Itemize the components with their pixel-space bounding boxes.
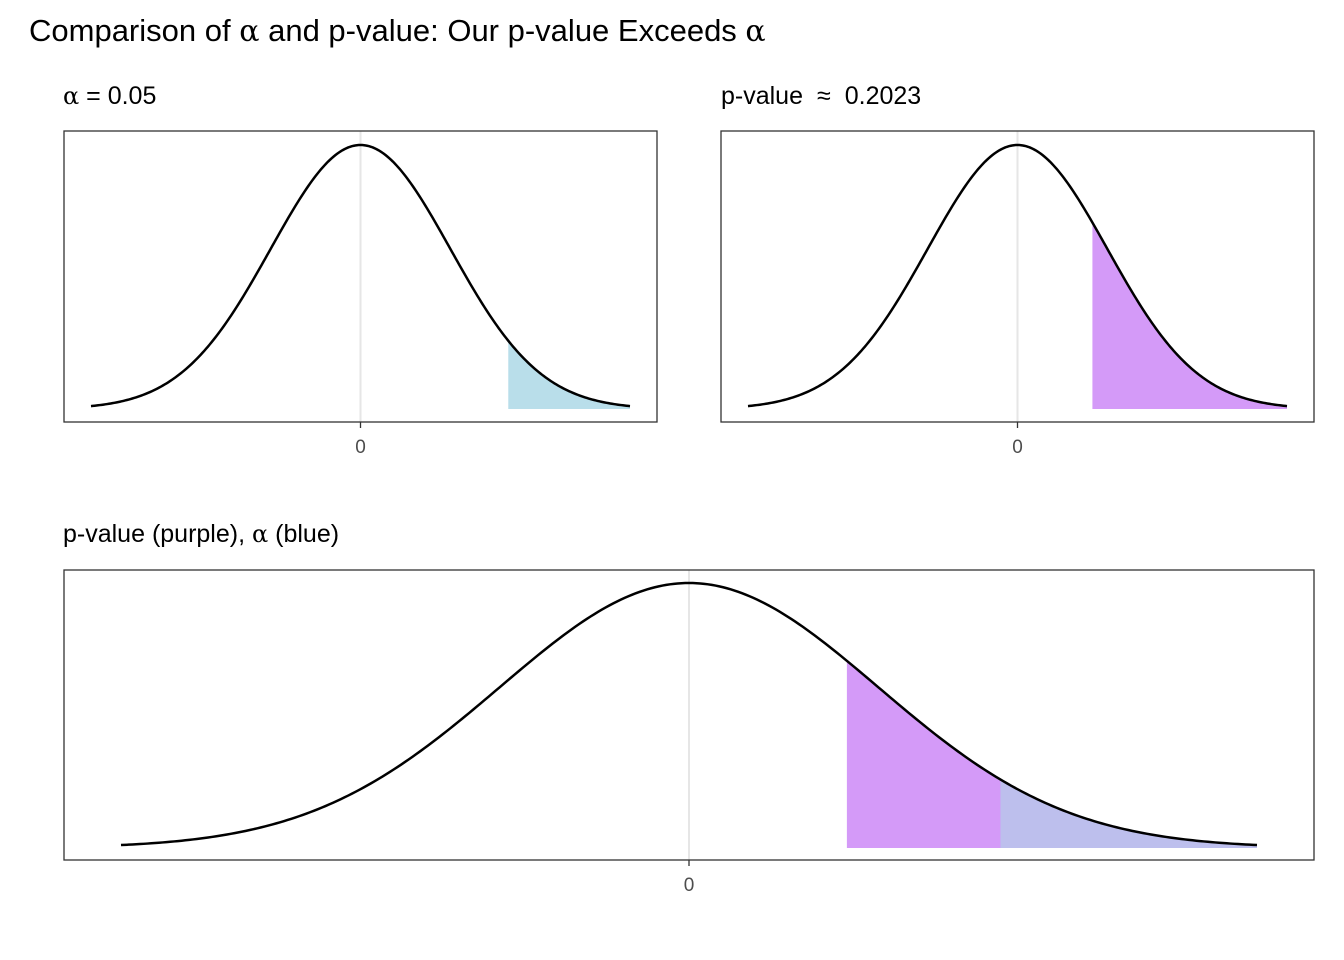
panel-alpha-title-text: = 0.05 xyxy=(79,82,156,110)
chart-title-text-before: Comparison of xyxy=(29,13,239,48)
panel-combined: 0 xyxy=(63,569,1315,896)
panel-combined-title-before: p-value (purple), xyxy=(63,520,252,548)
chart-title-alpha-symbol: α xyxy=(239,14,259,49)
panel-pvalue: 0 xyxy=(720,130,1315,458)
panel-pvalue-title-approx: ≈ xyxy=(817,82,831,110)
pvalue-region xyxy=(846,660,1257,848)
panel-alpha: 0 xyxy=(63,130,658,458)
density-curve xyxy=(120,581,1258,847)
panel-combined-title-after: (blue) xyxy=(268,520,339,548)
x-tick-label: 0 xyxy=(1012,437,1023,458)
x-tick-label: 0 xyxy=(355,437,366,458)
panel-pvalue-title-text: p-value xyxy=(721,82,803,110)
panel-alpha-title-symbol: α xyxy=(63,82,79,110)
chart-title: Comparison of α and p-value: Our p-value… xyxy=(29,13,766,49)
density-curve xyxy=(90,143,631,408)
panel-alpha-title: α = 0.05 xyxy=(63,82,156,110)
x-tick-label: 0 xyxy=(684,875,695,896)
panel-combined-title: p-value (purple), α (blue) xyxy=(63,520,339,548)
density-curve xyxy=(747,143,1288,408)
alpha-region xyxy=(1000,779,1257,848)
chart-title-text-middle: and p-value: Our p-value Exceeds xyxy=(259,13,745,48)
chart-title-alpha-symbol-end: α xyxy=(745,14,765,49)
alpha-region xyxy=(508,340,630,409)
pvalue-region xyxy=(1092,222,1287,409)
panel-combined-title-symbol: α xyxy=(252,520,268,548)
panel-pvalue-title-value: 0.2023 xyxy=(845,82,921,110)
panel-pvalue-title: p-value ≈0.2023 xyxy=(721,82,921,110)
